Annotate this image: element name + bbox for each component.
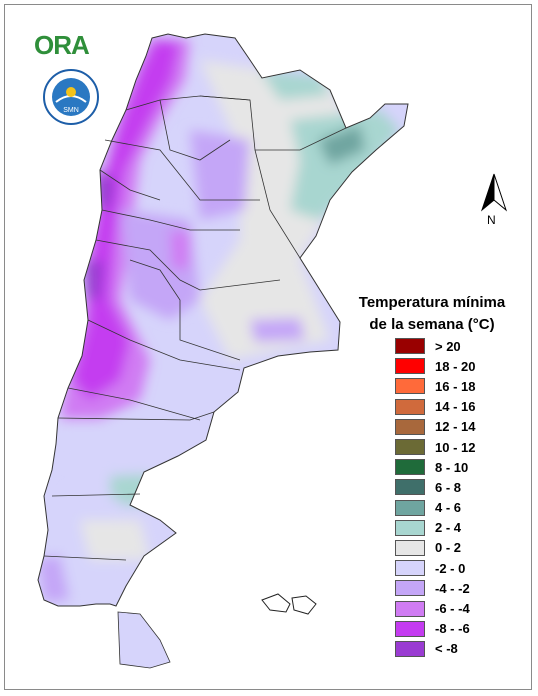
- legend-label: 16 - 18: [435, 378, 476, 394]
- legend-swatch: [395, 479, 425, 496]
- legend-swatch: [395, 338, 425, 355]
- legend-title-line1: Temperatura mínima: [358, 294, 506, 311]
- legend-label: > 20: [435, 338, 461, 354]
- legend-item: 2 - 4: [395, 518, 475, 538]
- legend-title-line2: de la semana (°C): [369, 316, 495, 333]
- coastline: [37, 33, 409, 607]
- legend-label: -8 - -6: [435, 621, 470, 637]
- legend-label: 6 - 8: [435, 479, 462, 495]
- legend-item: 0 - 2: [395, 538, 475, 558]
- legend-item: 16 - 18: [395, 376, 475, 396]
- legend-label: 4 - 6: [435, 500, 462, 516]
- legend-swatch: [395, 600, 425, 617]
- legend-label: -4 - -2: [435, 580, 470, 596]
- legend-label: 14 - 16: [435, 399, 476, 415]
- legend-item: -2 - 0: [395, 558, 475, 578]
- north-arrow-icon: [480, 173, 508, 212]
- north-label: N: [487, 213, 496, 227]
- smn-center-text: SMN: [63, 107, 79, 114]
- legend-label: 8 - 10: [435, 459, 469, 475]
- legend-title: Temperatura mínima de la semana (°C): [332, 292, 532, 336]
- legend-item: 6 - 8: [395, 477, 475, 497]
- legend-swatch: [395, 499, 425, 516]
- legend-item: 18 - 20: [395, 356, 475, 376]
- ora-logo: ORA: [34, 30, 90, 61]
- legend-item: -8 - -6: [395, 619, 475, 639]
- legend-swatch: [395, 620, 425, 637]
- legend-swatch: [395, 539, 425, 556]
- legend-swatch: [395, 560, 425, 577]
- legend-label: 2 - 4: [435, 520, 462, 536]
- legend-label: 12 - 14: [435, 419, 476, 435]
- legend-swatch: [395, 439, 425, 456]
- legend-swatch: [395, 640, 425, 657]
- legend-label: 10 - 12: [435, 439, 476, 455]
- legend-item: 8 - 10: [395, 457, 475, 477]
- smn-logo: SMN: [43, 69, 99, 125]
- legend-item: 4 - 6: [395, 498, 475, 518]
- legend-label: 0 - 2: [435, 540, 462, 556]
- legend: > 20 18 - 20 16 - 18 14 - 16 12 - 14 10 - 12 8…: [395, 336, 475, 659]
- ora-logo-text: ORA: [34, 30, 90, 60]
- legend-label: -6 - -4: [435, 601, 470, 617]
- legend-item: -4 - -2: [395, 578, 475, 598]
- legend-swatch: [395, 459, 425, 476]
- legend-swatch: [395, 398, 425, 415]
- province-borders: [43, 95, 347, 561]
- legend-swatch: [395, 580, 425, 597]
- legend-item: 10 - 12: [395, 437, 475, 457]
- legend-swatch: [395, 519, 425, 536]
- legend-swatch: [395, 358, 425, 375]
- legend-item: -6 - -4: [395, 598, 475, 618]
- legend-label: 18 - 20: [435, 358, 476, 374]
- legend-item: < -8: [395, 639, 475, 659]
- legend-swatch: [395, 378, 425, 395]
- legend-swatch: [395, 418, 425, 435]
- tierra-del-fuego: [117, 611, 171, 669]
- legend-label: < -8: [435, 641, 458, 657]
- legend-label: -2 - 0: [435, 560, 466, 576]
- legend-item: 12 - 14: [395, 417, 475, 437]
- legend-item: 14 - 16: [395, 397, 475, 417]
- islas-malvinas: [261, 593, 317, 615]
- legend-item: > 20: [395, 336, 475, 356]
